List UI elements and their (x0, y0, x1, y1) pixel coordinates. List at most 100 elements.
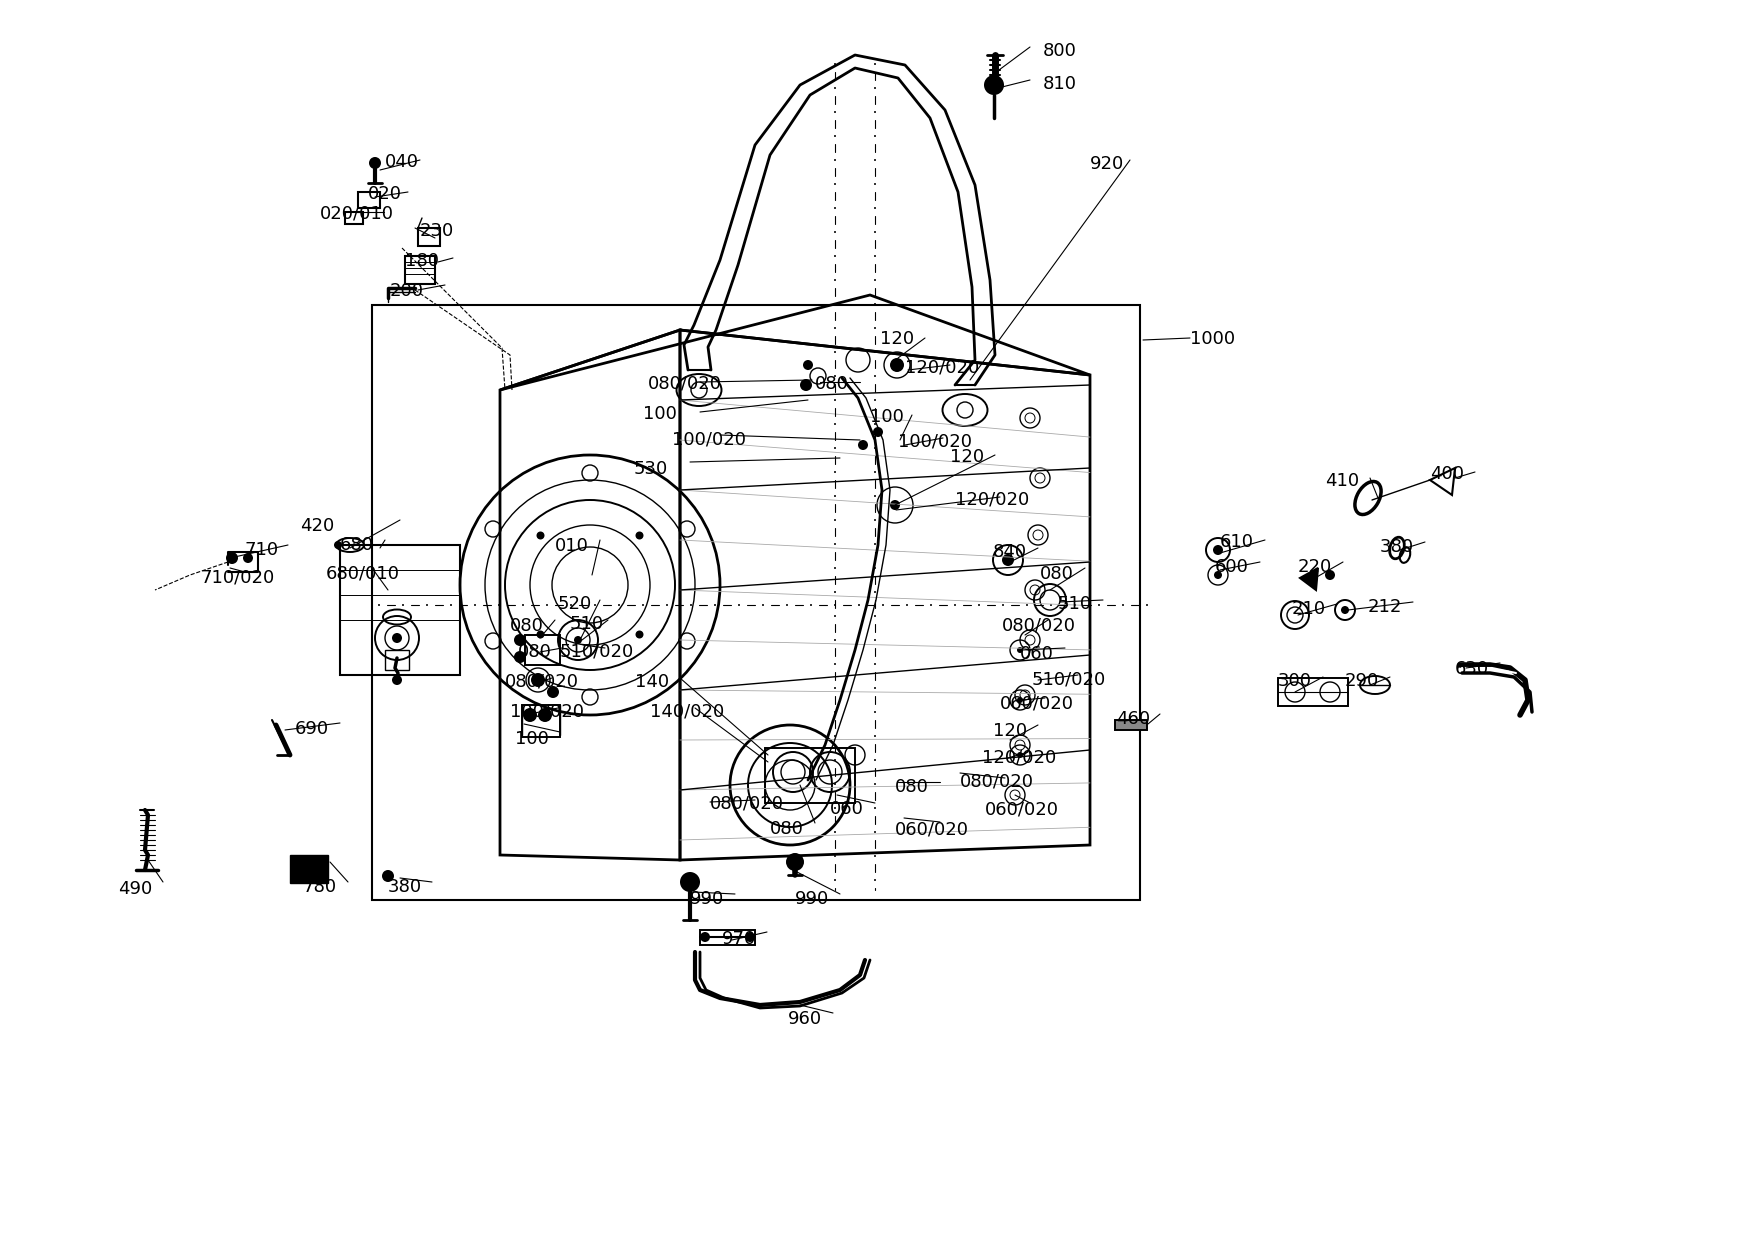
Text: 140/020: 140/020 (651, 703, 724, 720)
Circle shape (545, 604, 547, 606)
Circle shape (833, 615, 837, 618)
Text: 510: 510 (570, 615, 603, 632)
Text: 080/020: 080/020 (1002, 618, 1075, 635)
Circle shape (1073, 604, 1075, 606)
Text: 120: 120 (951, 448, 984, 466)
Text: 080/020: 080/020 (959, 773, 1035, 791)
Circle shape (833, 759, 837, 761)
Circle shape (382, 870, 395, 882)
Text: 010: 010 (554, 537, 589, 556)
Text: 690: 690 (295, 720, 330, 738)
Bar (346, 212, 363, 224)
Circle shape (873, 495, 875, 497)
Text: 212: 212 (1368, 598, 1403, 616)
Circle shape (858, 440, 868, 450)
Text: 200: 200 (389, 281, 424, 300)
Circle shape (984, 74, 1003, 95)
Circle shape (474, 604, 475, 606)
Circle shape (873, 687, 875, 689)
Circle shape (873, 807, 875, 808)
Text: 610: 610 (1221, 533, 1254, 551)
Text: 080: 080 (517, 644, 553, 661)
Circle shape (689, 604, 693, 606)
Circle shape (833, 782, 837, 785)
Circle shape (930, 604, 931, 606)
Circle shape (833, 327, 837, 329)
Circle shape (745, 932, 754, 942)
Circle shape (379, 604, 381, 606)
Circle shape (873, 831, 875, 833)
Circle shape (523, 604, 524, 606)
Circle shape (368, 157, 381, 169)
Text: 060/020: 060/020 (895, 820, 968, 838)
Circle shape (714, 604, 716, 606)
Bar (1116, 720, 1147, 730)
Text: 510: 510 (1058, 595, 1093, 613)
Circle shape (873, 427, 882, 436)
Circle shape (873, 351, 875, 353)
Text: 990: 990 (689, 890, 724, 908)
Text: 520: 520 (558, 595, 593, 613)
Text: 180: 180 (405, 252, 438, 270)
Text: 120/020: 120/020 (905, 358, 979, 376)
Circle shape (889, 500, 900, 510)
Circle shape (833, 735, 837, 737)
Text: 630: 630 (1456, 660, 1489, 678)
Bar (700, 930, 754, 945)
Text: 080: 080 (895, 777, 930, 796)
Bar (1279, 678, 1349, 706)
Circle shape (979, 604, 980, 606)
Text: 060: 060 (830, 800, 865, 818)
Circle shape (1214, 546, 1223, 556)
Text: 530: 530 (633, 460, 668, 477)
Text: 780: 780 (303, 878, 337, 897)
Text: 100: 100 (870, 408, 903, 427)
Text: 100/020: 100/020 (510, 703, 584, 720)
Text: 080: 080 (510, 618, 544, 635)
Circle shape (833, 495, 837, 497)
Circle shape (391, 632, 402, 644)
Text: 060: 060 (1021, 645, 1054, 663)
Circle shape (1324, 570, 1335, 580)
Bar (372, 305, 1140, 900)
Circle shape (537, 532, 544, 539)
Circle shape (1145, 604, 1149, 606)
Bar (340, 546, 460, 675)
Polygon shape (1300, 568, 1317, 590)
Text: 710: 710 (246, 541, 279, 559)
Circle shape (873, 135, 875, 136)
Text: 080: 080 (770, 820, 803, 838)
Text: 990: 990 (795, 890, 830, 908)
Circle shape (873, 112, 875, 113)
Circle shape (570, 604, 572, 606)
Text: 920: 920 (1089, 155, 1124, 174)
Circle shape (873, 423, 875, 425)
Circle shape (833, 159, 837, 161)
Circle shape (873, 639, 875, 641)
Circle shape (833, 687, 837, 689)
Circle shape (873, 759, 875, 761)
Circle shape (873, 711, 875, 713)
Text: 680/010: 680/010 (326, 564, 400, 582)
Circle shape (873, 255, 875, 257)
Text: 220: 220 (1298, 558, 1333, 577)
Text: 600: 600 (1216, 558, 1249, 577)
Text: 100: 100 (516, 730, 549, 748)
Circle shape (833, 471, 837, 472)
Circle shape (907, 604, 909, 606)
Circle shape (873, 615, 875, 618)
Circle shape (810, 604, 812, 606)
Text: 080: 080 (816, 374, 849, 393)
Circle shape (1017, 751, 1023, 758)
Circle shape (833, 279, 837, 281)
Circle shape (833, 856, 837, 857)
Text: 800: 800 (1044, 42, 1077, 60)
Circle shape (786, 853, 803, 870)
Circle shape (700, 932, 710, 942)
Text: 960: 960 (788, 1011, 823, 1028)
Circle shape (498, 604, 500, 606)
Circle shape (333, 541, 342, 549)
Circle shape (1098, 604, 1100, 606)
Circle shape (873, 591, 875, 593)
Circle shape (523, 708, 537, 722)
